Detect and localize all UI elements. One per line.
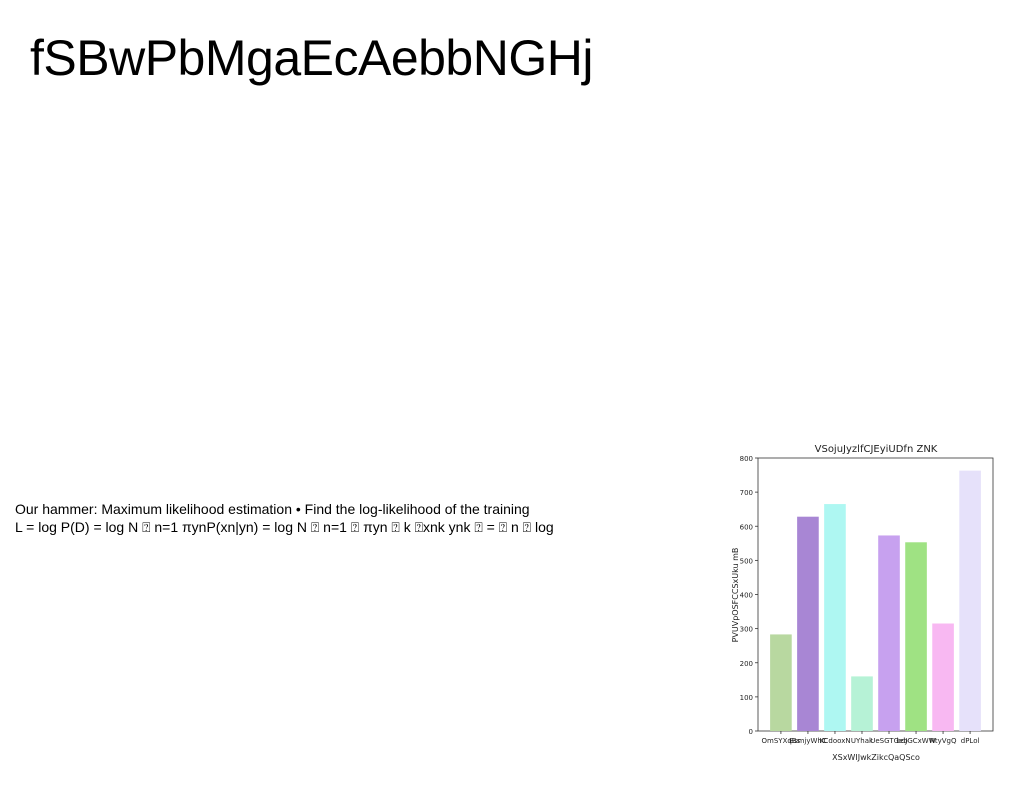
y-tick-label: 700 <box>740 489 753 497</box>
y-tick-label: 400 <box>740 592 753 600</box>
y-tick-label: 100 <box>740 694 753 702</box>
chart-title: VSojuJyzlfCJEyiUDfn ZNK <box>815 444 938 455</box>
x-tick-label: NtyVgQ <box>930 737 957 745</box>
bar <box>797 517 819 731</box>
bar <box>932 624 954 731</box>
y-tick-label: 200 <box>740 660 753 668</box>
bar <box>824 504 846 731</box>
bar <box>905 542 927 731</box>
slide-title: fSBwPbMgaEcAebbNGHj <box>30 28 593 88</box>
y-tick-label: 800 <box>740 455 753 463</box>
bar <box>851 676 873 731</box>
plot-frame <box>758 458 993 731</box>
y-tick-label: 0 <box>749 728 753 736</box>
bar-chart-svg: VSojuJyzlfCJEyiUDfn ZNK PVUVpOSFCCSxUku … <box>728 438 998 766</box>
bar <box>878 535 900 731</box>
bar <box>959 471 981 731</box>
y-tick-label: 500 <box>740 557 753 565</box>
x-axis-label: XSxWIJwkZikcQaQSco <box>832 753 920 762</box>
y-tick-label: 300 <box>740 626 753 634</box>
bar-chart: VSojuJyzlfCJEyiUDfn ZNK PVUVpOSFCCSxUku … <box>728 438 998 766</box>
x-tick-label: KCdooxN <box>819 737 850 745</box>
body-line: L = log P(D) = log N ⍰ n=1 πynP(xn|yn) =… <box>15 518 554 536</box>
x-tick-label: dPLol <box>961 737 980 745</box>
body-line: Our hammer: Maximum likelihood estimatio… <box>15 500 554 518</box>
bar <box>770 634 792 731</box>
y-tick-label: 600 <box>740 523 753 531</box>
slide-body: Our hammer: Maximum likelihood estimatio… <box>15 500 554 536</box>
